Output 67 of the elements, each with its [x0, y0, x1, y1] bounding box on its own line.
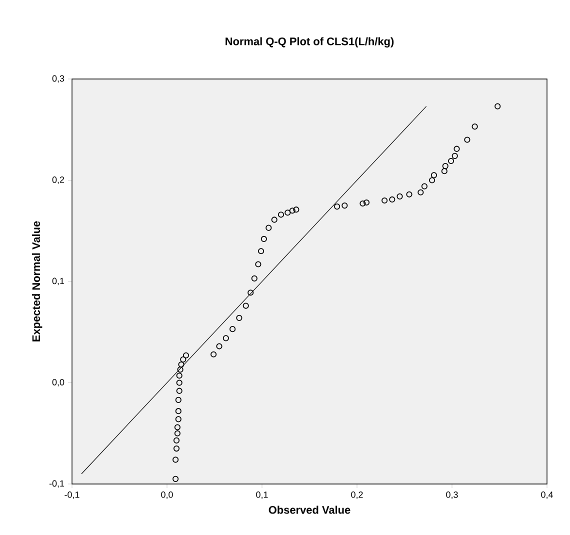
point: [441, 168, 448, 174]
point: [421, 183, 428, 190]
point: [406, 191, 412, 198]
point: [176, 380, 182, 386]
chart-title: Normal Q-Q Plot of CLS1(L/h/kg): [226, 37, 394, 48]
point: [382, 197, 388, 204]
point: [389, 196, 396, 203]
point: [334, 204, 340, 210]
point: [172, 456, 179, 463]
point: [178, 361, 184, 368]
point: [242, 302, 249, 309]
point: [210, 351, 217, 358]
point: [176, 388, 182, 394]
point: [175, 416, 182, 422]
point: [216, 343, 222, 350]
point: [175, 408, 182, 414]
point: [454, 146, 460, 152]
point: [442, 163, 448, 170]
point: [222, 335, 229, 342]
point: [363, 199, 370, 206]
point: [472, 124, 478, 130]
point: [430, 172, 437, 178]
point: [180, 356, 186, 362]
point: [494, 103, 501, 110]
point: [418, 189, 424, 196]
point: [175, 396, 182, 403]
x-axis-title: Observed Value: [268, 506, 350, 514]
y-tick-label: 0,3: [52, 75, 64, 83]
y-axis-title: Expected Normal Value: [32, 221, 42, 342]
point: [176, 372, 182, 379]
y-tick-label: 0,1: [52, 278, 64, 286]
point: [293, 206, 300, 213]
point: [284, 210, 291, 216]
point: [258, 248, 264, 254]
point: [248, 290, 254, 296]
point: [448, 158, 454, 164]
point: [182, 352, 190, 358]
point: [172, 476, 179, 482]
point: [174, 424, 180, 430]
point: [255, 261, 262, 268]
point: [342, 202, 348, 209]
point: [177, 366, 184, 373]
point: [429, 177, 436, 184]
y-tick-label: -0,1: [49, 480, 64, 488]
point: [173, 437, 180, 444]
point: [289, 208, 296, 214]
point: [251, 275, 258, 282]
x-tick-label: 0,3: [446, 492, 458, 499]
point: [260, 236, 267, 242]
point: [452, 152, 458, 159]
x-tick-label: 0,4: [541, 492, 553, 499]
x-tick-label: -0,1: [64, 492, 80, 499]
point: [271, 216, 278, 223]
x-tick-label: 0,0: [161, 492, 173, 499]
point: [360, 200, 366, 207]
point: [396, 193, 403, 200]
y-tick-label: 0,2: [52, 176, 64, 184]
y-tick-label: 0,0: [52, 379, 64, 386]
point: [266, 224, 272, 231]
point: [173, 446, 180, 452]
point: [464, 136, 470, 143]
x-tick-label: 0,2: [351, 492, 363, 499]
point: [236, 314, 242, 321]
point: [278, 212, 284, 218]
point: [174, 430, 180, 436]
x-tick-label: 0,1: [256, 492, 268, 499]
point: [230, 326, 236, 332]
